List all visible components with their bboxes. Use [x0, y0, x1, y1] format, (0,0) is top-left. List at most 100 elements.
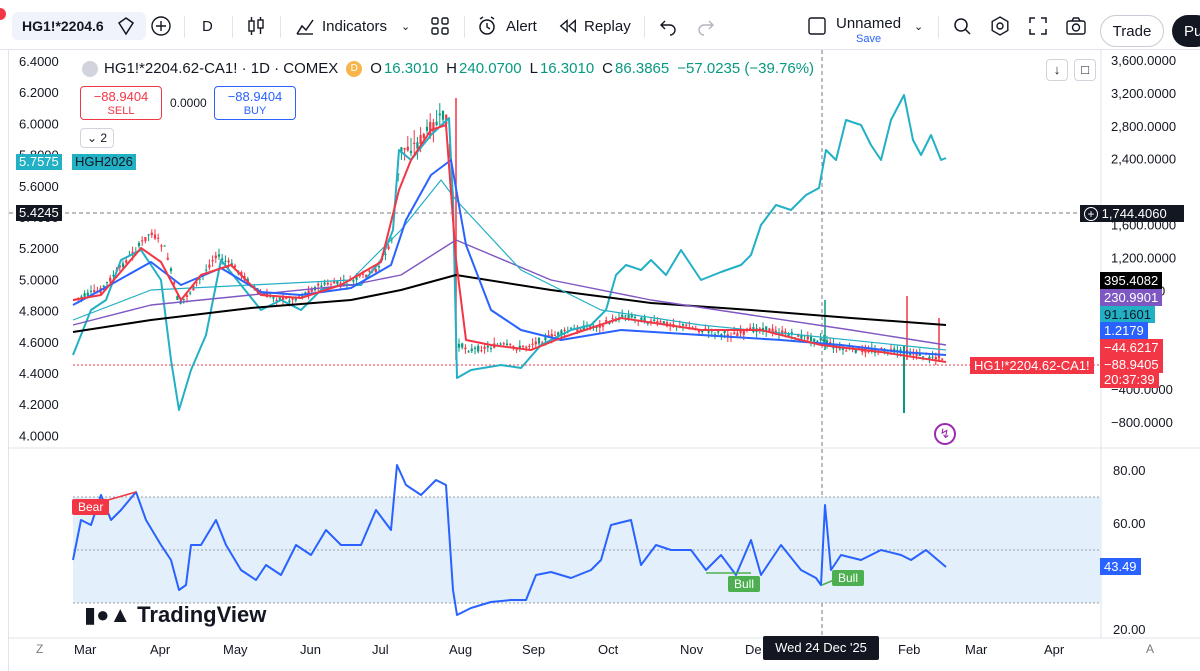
candle-body: [387, 246, 390, 249]
collapse-indicators-button[interactable]: ⌄ 2: [80, 128, 114, 148]
crosshair-left-price: 5.4245: [16, 205, 62, 221]
low-value: 16.3010: [539, 60, 595, 77]
layout-chevron-icon[interactable]: ⌄: [914, 20, 924, 33]
right-price-tick: 2,400.0000: [1111, 152, 1176, 167]
candle-body: [153, 234, 157, 239]
layout-icon[interactable]: [803, 12, 831, 40]
candle-body: [137, 242, 141, 247]
candle-body: [89, 290, 93, 292]
candle-body: [105, 282, 109, 284]
candle-body: [867, 351, 870, 353]
interval-button[interactable]: D: [202, 12, 213, 40]
candle-body: [742, 330, 745, 335]
maximize-pane-icon[interactable]: □: [1074, 59, 1096, 81]
candle-body: [733, 332, 736, 335]
change-value: −57.0235 (−39.76%): [677, 60, 815, 77]
candle-body: [537, 337, 541, 344]
templates-icon[interactable]: [426, 12, 454, 40]
candle-body: [422, 133, 425, 138]
candle-body: [480, 350, 483, 352]
symbol-detail-icon[interactable]: [112, 12, 140, 40]
zoom-toggle-button[interactable]: Z: [36, 642, 44, 656]
candle-body: [918, 352, 921, 356]
price-chart[interactable]: 6.40006.20006.00005.80005.60005.40005.20…: [9, 50, 1200, 671]
right-price-tick: 2,800.0000: [1111, 119, 1176, 134]
tag-purple-line: 230.9901: [1100, 289, 1163, 306]
candle-body: [467, 351, 470, 353]
candle-body: [797, 334, 800, 337]
plus-circle-icon[interactable]: +: [1084, 207, 1098, 221]
right-price-tick: 3,600.0000: [1111, 53, 1176, 68]
spread-value: 0.0000: [170, 96, 207, 110]
hgh-symbol-tag: HGH2026: [72, 154, 136, 170]
lightning-icon[interactable]: ↯: [934, 423, 956, 445]
chevron-icon: ⌄: [86, 131, 98, 145]
indicators-button[interactable]: Indicators ⌄: [294, 12, 410, 40]
ma-red-line: [72, 124, 947, 363]
tag-blue-line: 1.2179: [1100, 322, 1148, 339]
candle-body: [736, 333, 739, 337]
scroll-down-icon[interactable]: ↓: [1046, 59, 1068, 81]
symbol-search-button[interactable]: HG1!*2204.6: [12, 12, 146, 40]
symbol-label: HG1!*2204.6: [22, 18, 104, 34]
add-symbol-icon[interactable]: [147, 12, 175, 40]
alert-button[interactable]: Alert: [476, 12, 537, 40]
auto-scale-button[interactable]: A: [1146, 642, 1155, 656]
trade-button[interactable]: Trade: [1100, 15, 1164, 47]
tv-mark-icon: ▮●▲: [84, 602, 132, 627]
time-tick-label: Jun: [300, 642, 321, 657]
candle-body: [829, 342, 832, 344]
tradingview-logo[interactable]: ▮●▲ TradingView: [84, 602, 266, 628]
alert-label: Alert: [506, 17, 537, 35]
layout-name-button[interactable]: Unnamed Save: [836, 16, 901, 45]
symbol-price-label: HG1!*2204.62-CA1!: [970, 357, 1094, 374]
candle-body: [579, 329, 582, 331]
candle-body: [227, 260, 230, 263]
candle-body: [403, 148, 406, 150]
open-label: O: [370, 60, 382, 77]
candle-body: [93, 290, 96, 293]
candle-body: [80, 296, 83, 298]
candle-body: [406, 146, 409, 151]
chart-area[interactable]: 6.40006.20006.00005.80005.60005.40005.20…: [8, 50, 1200, 671]
rsi-tick: 60.00: [1113, 516, 1146, 531]
candle-body: [297, 296, 301, 298]
publish-button[interactable]: Pu: [1172, 15, 1200, 47]
buy-button[interactable]: −88.9404 BUY: [214, 86, 296, 120]
candle-body: [515, 349, 518, 351]
redo-icon[interactable]: [692, 12, 720, 40]
candle-body: [109, 277, 112, 282]
candle-body: [457, 343, 461, 348]
candle-body: [534, 341, 537, 345]
left-price-tick: 4.0000: [19, 428, 59, 443]
candle-body: [112, 274, 115, 277]
sell-button[interactable]: −88.9404 SELL: [80, 86, 162, 120]
time-tick-label: Mar: [74, 642, 97, 657]
notification-dot: [0, 8, 6, 20]
candle-body: [941, 358, 944, 360]
spread-line: [72, 94, 947, 411]
candles-icon[interactable]: [242, 12, 270, 40]
time-tick-label: Apr: [1044, 642, 1065, 657]
time-axis[interactable]: Mar Apr May Jun Jul Aug Sep Oct Nov De Feb Mar Apr: [0, 638, 1200, 660]
close-value: 86.3865: [615, 60, 670, 77]
indicators-icon: [296, 19, 314, 35]
candle-body: [717, 331, 720, 333]
candle-body: [429, 121, 432, 136]
rsi-tick: 20.00: [1113, 622, 1146, 637]
candle-body: [441, 110, 445, 120]
fullscreen-icon[interactable]: [1024, 12, 1052, 40]
replay-button[interactable]: Replay: [558, 12, 631, 40]
undo-icon[interactable]: [654, 12, 682, 40]
candle-body: [141, 240, 144, 242]
candle-body: [934, 356, 937, 360]
candle-body: [685, 324, 688, 326]
candle-body: [845, 350, 848, 352]
sell-price: −88.9404: [93, 89, 149, 104]
camera-icon[interactable]: [1062, 12, 1090, 40]
quick-search-icon[interactable]: [948, 12, 976, 40]
candle-body: [333, 280, 336, 284]
settings-icon[interactable]: [986, 12, 1014, 40]
delayed-badge[interactable]: D: [346, 60, 363, 77]
candle-body: [912, 353, 915, 355]
